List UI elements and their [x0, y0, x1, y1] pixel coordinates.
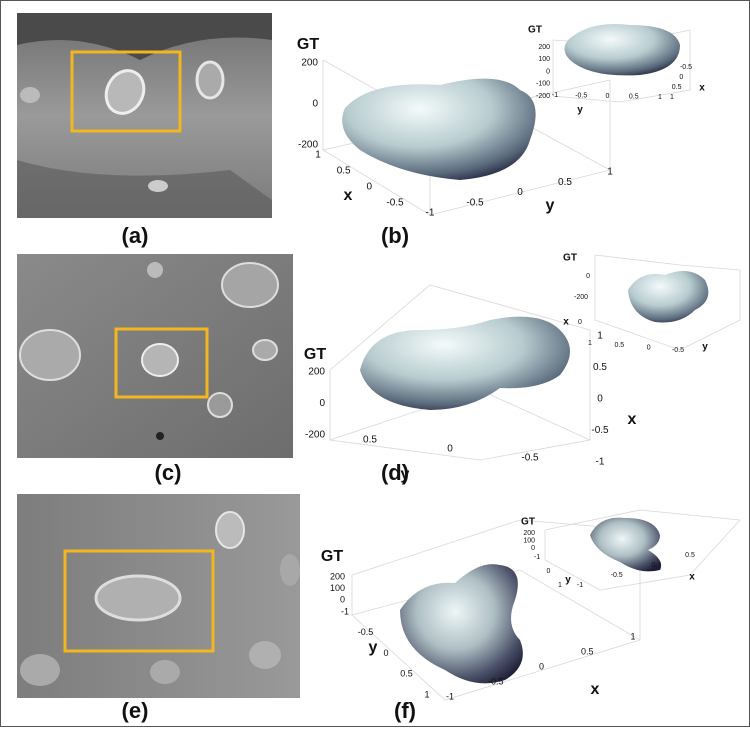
- y-axis-label: y: [702, 342, 708, 353]
- tick-label: 200: [538, 44, 550, 51]
- tick-label: 1: [424, 689, 429, 699]
- tick-label: -0.5: [358, 627, 374, 637]
- panel-label: (c): [155, 460, 182, 485]
- z-axis-label: GT: [304, 346, 326, 363]
- z-axis-label: GT: [521, 517, 535, 528]
- tick-label: -0.5: [611, 572, 623, 579]
- z-axis-label: GT: [321, 548, 343, 565]
- tick-label: 1: [315, 150, 321, 161]
- tick-label: -1: [426, 208, 435, 219]
- tick-label: 1: [630, 631, 635, 641]
- tick-label: 0.5: [629, 93, 639, 100]
- tick-label: -0.5: [680, 64, 692, 71]
- tick-label: 0: [531, 545, 535, 552]
- tick-label: 200: [301, 58, 318, 69]
- tick-label: 0: [547, 568, 551, 575]
- tick-label: 100: [523, 537, 535, 544]
- x-axis-label: x: [699, 83, 705, 94]
- panel-label: (a): [122, 223, 149, 248]
- sem-image-a: [17, 13, 272, 218]
- tick-label: -200: [536, 93, 550, 100]
- tick-label: -0.5: [488, 676, 504, 686]
- tick-label: 0: [647, 345, 651, 352]
- y-axis-label: y: [577, 105, 583, 116]
- tick-label: -0.5: [575, 92, 587, 99]
- tick-label: 0: [340, 594, 345, 604]
- z-axis-label: GT: [563, 253, 577, 264]
- y-axis-label: y: [369, 639, 378, 656]
- x-axis-label: x: [344, 187, 353, 204]
- tick-label: 1: [658, 94, 662, 101]
- tick-label: -0.5: [386, 198, 404, 209]
- tick-label: 0.5: [363, 435, 377, 446]
- tick-label: 0: [578, 319, 582, 326]
- tick-label: 0: [319, 398, 325, 409]
- tick-label: 0: [597, 394, 603, 405]
- sem-image-e: [17, 494, 300, 698]
- tick-label: 200: [308, 367, 325, 378]
- tick-label: -1: [577, 582, 583, 589]
- tick-label: -1: [534, 554, 540, 561]
- y-axis-label: y: [546, 197, 555, 214]
- tick-label: 100: [330, 583, 345, 593]
- panel-label: (e): [122, 698, 149, 723]
- tick-label: -0.5: [521, 453, 539, 464]
- figure: (a)(b)(c)(d)(e)(f)GTxy2000-20010.50-0.5-…: [0, 0, 750, 727]
- x-axis-label: x: [628, 411, 637, 428]
- tick-label: 0.5: [558, 177, 572, 188]
- tick-label: 0: [586, 273, 590, 280]
- z-axis-label: GT: [528, 25, 542, 36]
- tick-label: 0: [383, 648, 388, 658]
- tick-label: 0.5: [614, 342, 624, 349]
- x-axis-label: x: [563, 317, 569, 328]
- tick-label: 0: [546, 68, 550, 75]
- tick-label: -0.5: [466, 197, 484, 208]
- tick-label: -1: [446, 691, 454, 701]
- tick-label: -1: [552, 92, 558, 99]
- panel-label: (f): [394, 698, 416, 723]
- tick-label: 0.5: [672, 84, 682, 91]
- tick-label: 0.5: [400, 669, 413, 679]
- tick-label: -100: [536, 81, 550, 88]
- z-axis-label: GT: [297, 36, 319, 53]
- tick-label: 1: [670, 94, 674, 101]
- sem-image-c: [17, 254, 293, 458]
- tick-label: 0: [606, 93, 610, 100]
- y-axis-label: y: [565, 575, 571, 586]
- tick-label: 0: [517, 187, 523, 198]
- tick-label: -0.5: [591, 425, 609, 436]
- tick-label: -1: [596, 457, 605, 468]
- tick-label: 1: [597, 331, 603, 342]
- panel-label: (b): [381, 223, 409, 248]
- x-axis-label: x: [689, 572, 695, 583]
- tick-label: 1: [607, 167, 613, 178]
- tick-label: -0.5: [672, 347, 684, 354]
- tick-label: 0: [367, 182, 373, 193]
- tick-label: 0: [312, 99, 318, 110]
- tick-label: 0.5: [581, 646, 594, 656]
- tick-label: 200: [523, 530, 535, 537]
- surface-plot-b: [323, 24, 690, 215]
- tick-label: 0: [679, 74, 683, 81]
- tick-label: 0: [651, 562, 655, 569]
- tick-label: 0.5: [337, 166, 351, 177]
- tick-label: 200: [330, 571, 345, 581]
- tick-label: -200: [574, 294, 588, 301]
- tick-label: 100: [538, 56, 550, 63]
- y-axis-label: y: [401, 466, 410, 483]
- x-axis-label: x: [591, 681, 600, 698]
- tick-label: 0.5: [593, 362, 607, 373]
- tick-label: 1: [558, 582, 562, 589]
- tick-label: 1: [588, 340, 592, 347]
- tick-label: -1: [341, 606, 349, 616]
- surface-plot-d: [330, 255, 740, 460]
- tick-label: 0.5: [685, 552, 695, 559]
- tick-label: 0: [539, 661, 544, 671]
- tick-label: -200: [305, 430, 325, 441]
- tick-label: 0: [447, 444, 453, 455]
